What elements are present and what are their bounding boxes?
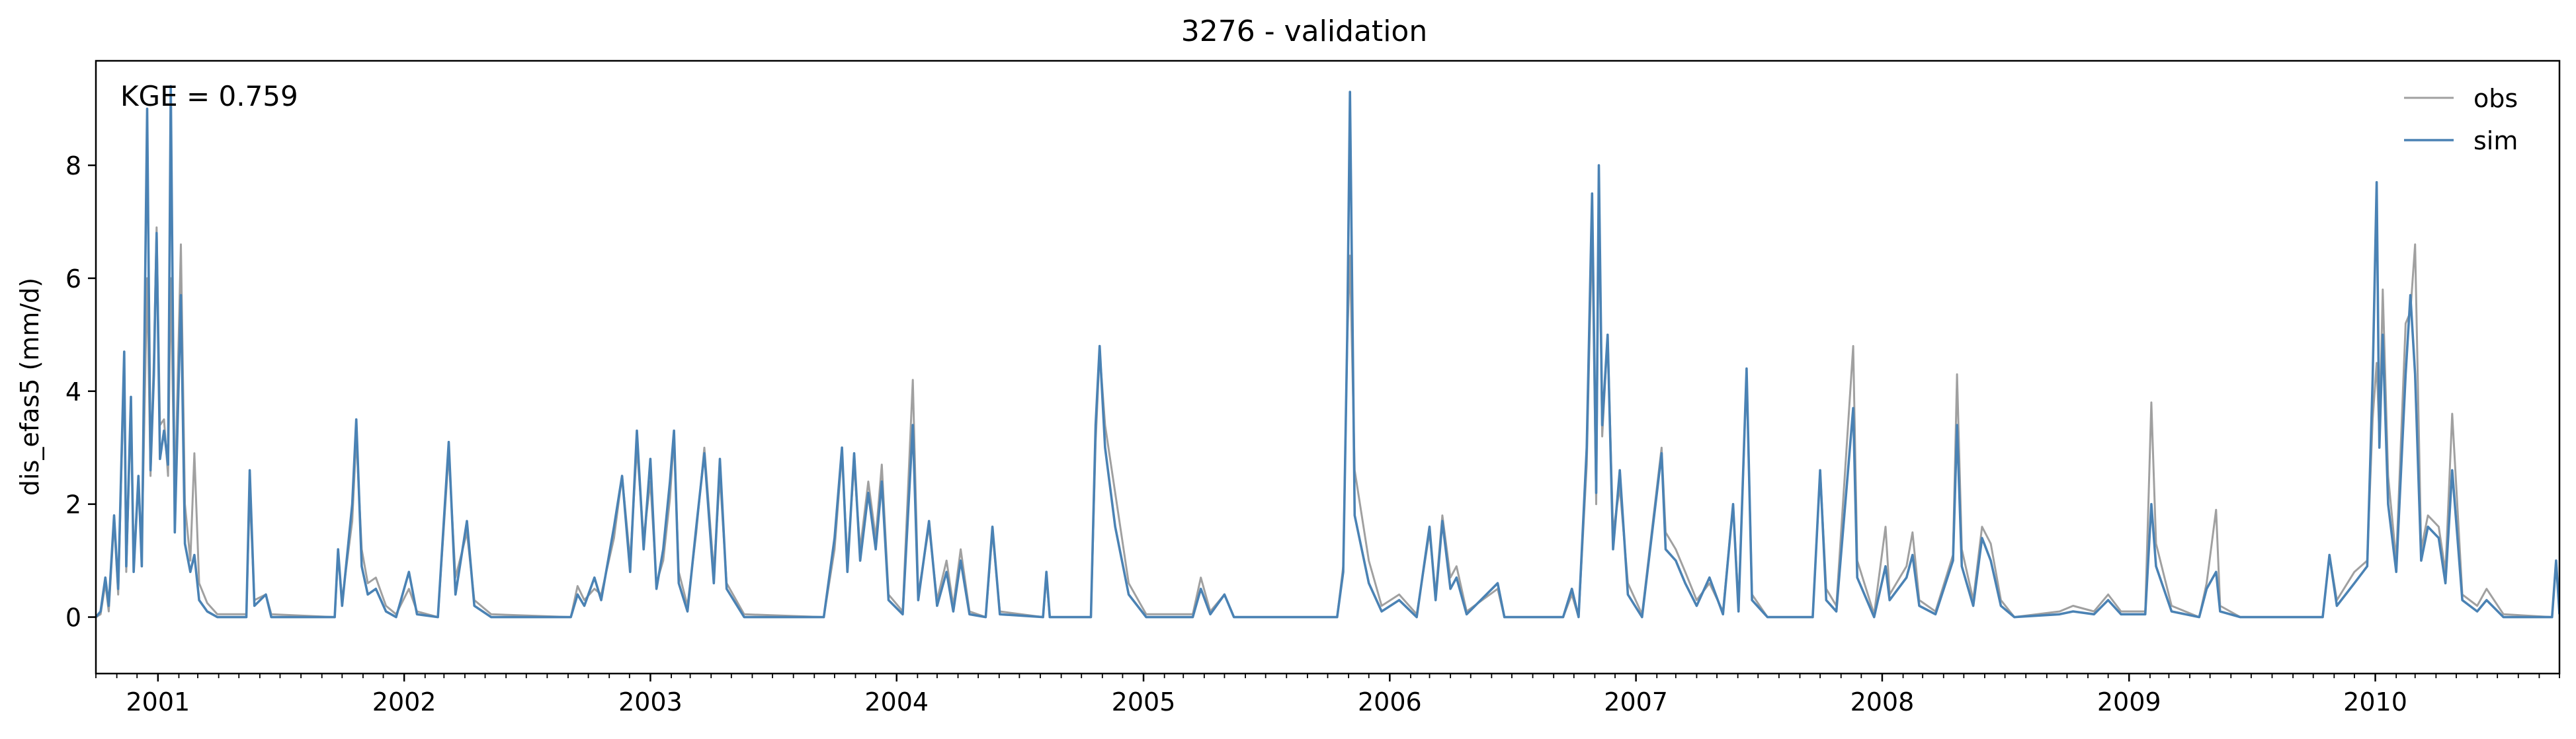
- y-tick-label: 6: [65, 264, 81, 293]
- x-tick-label: 2007: [1604, 687, 1668, 717]
- series-line-sim: [96, 85, 2559, 619]
- kge-annotation: KGE = 0.759: [120, 80, 298, 112]
- x-axis: 2001 2002 2003 2004 2005 2006 2007 2008 2009 2010: [95, 674, 2560, 717]
- y-tick-label: 2: [65, 490, 81, 520]
- chart-title: 3276 - validation: [1181, 15, 1427, 48]
- x-tick-label: 2002: [372, 687, 436, 717]
- x-tick-label: 2010: [2343, 687, 2407, 717]
- x-tick-label: 2008: [1850, 687, 1915, 717]
- y-axis-label: dis_efas5 (mm/d): [15, 278, 44, 496]
- y-tick-label: 4: [65, 377, 81, 407]
- legend-label-obs: obs: [2473, 84, 2518, 113]
- legend-label-sim: sim: [2473, 126, 2518, 155]
- y-axis: 0 2 4 6 8: [65, 151, 96, 633]
- y-tick-label: 0: [65, 603, 81, 633]
- legend: obs sim: [2404, 84, 2518, 155]
- x-tick-label: 2003: [618, 687, 683, 717]
- x-tick-label: 2004: [864, 687, 929, 717]
- series-layer: [96, 85, 2559, 619]
- x-tick-label: 2001: [126, 687, 190, 717]
- x-tick-label: 2006: [1358, 687, 1422, 717]
- x-tick-label: 2009: [2097, 687, 2161, 717]
- y-tick-label: 8: [65, 151, 81, 180]
- x-tick-label: 2005: [1112, 687, 1176, 717]
